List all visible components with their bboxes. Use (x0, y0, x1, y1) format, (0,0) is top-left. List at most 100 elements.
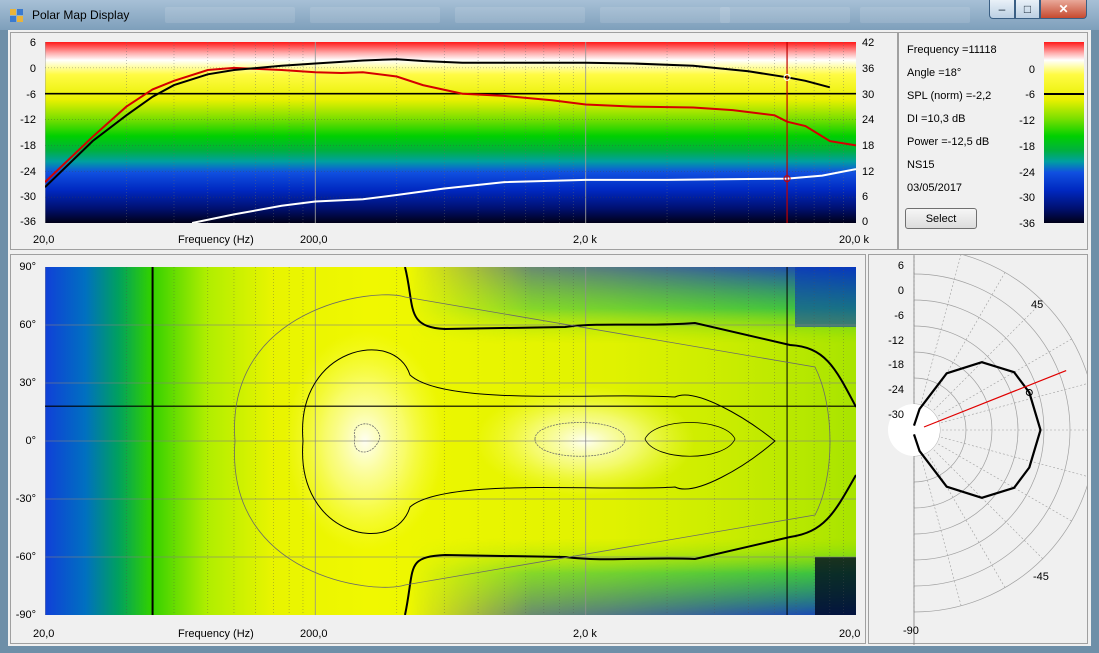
contour-line (404, 267, 856, 615)
taskbar-ghost (165, 7, 295, 23)
tick-label: 42 (862, 37, 875, 49)
contour-line (353, 422, 626, 457)
tick-label: 0 (897, 285, 904, 297)
scale-tick: -36 (1019, 218, 1035, 230)
tick-label: -6 (894, 310, 904, 322)
polar-center (888, 404, 940, 456)
taskbar-ghost (600, 7, 730, 23)
tick-label: -30° (15, 493, 36, 505)
maximize-button[interactable]: □ (1015, 0, 1040, 19)
spl-marker (1025, 389, 1033, 397)
tick-label: 200,0 (300, 628, 328, 640)
polar-map-heatmap[interactable] (45, 267, 856, 615)
scale-tick: -30 (1019, 192, 1035, 204)
window-title: Polar Map Display (32, 8, 130, 22)
tick-label: 60° (19, 319, 36, 331)
polar-spoke (913, 429, 1088, 477)
angle-label: -45 (1033, 571, 1049, 583)
contour-line (644, 422, 736, 457)
polar-spoke (913, 301, 1043, 431)
tick-label: -24 (20, 166, 36, 178)
tick-label: 20,0 (33, 628, 55, 640)
scale-tick: -6 (1025, 89, 1035, 101)
scale-tick: -18 (1019, 141, 1035, 153)
scale-tick: -12 (1019, 115, 1035, 127)
tick-label: 20,0 (839, 628, 861, 640)
tick-label: -30 (888, 409, 904, 421)
measurement-date: 03/05/2017 (907, 182, 963, 194)
polar-pattern-curve (912, 361, 1042, 499)
tick-label: -36 (20, 216, 36, 228)
power-readout: Power =-12,5 dB (907, 136, 990, 148)
spl-curve (45, 58, 831, 188)
tick-label: -60° (15, 551, 36, 563)
tick-label: -12 (888, 335, 904, 347)
tick-label: 12 (862, 166, 875, 178)
angle-cursor (923, 369, 1067, 428)
frequency-readout: Frequency =11118 (907, 44, 997, 56)
tick-label: -30 (20, 191, 36, 203)
di-curve (191, 168, 856, 223)
tick-label: 36 (862, 63, 875, 75)
tick-label: 20,0 (33, 234, 55, 246)
axis-title: Frequency (Hz) (178, 628, 254, 640)
frequency-response-chart[interactable] (45, 42, 856, 223)
select-button[interactable]: Select (905, 208, 977, 229)
app-icon (10, 9, 23, 22)
map-corner-shade (795, 267, 856, 327)
tick-label: 6 (897, 260, 904, 272)
axis-title: Frequency (Hz) (178, 234, 254, 246)
spl-colour-background (45, 42, 856, 223)
scale-tick: -24 (1019, 167, 1035, 179)
tick-label: 200,0 (300, 234, 328, 246)
taskbar-ghost (720, 7, 850, 23)
tick-label: -6 (26, 89, 36, 101)
di-readout: DI =10,3 dB (907, 113, 966, 125)
tick-label: 0 (29, 63, 36, 75)
polar-plot[interactable] (869, 255, 1088, 645)
tick-label: -12 (20, 114, 36, 126)
tick-label: 24 (862, 114, 875, 126)
polar-spoke (913, 272, 1006, 431)
tick-label: 0° (25, 435, 36, 447)
colour-scale-bar (1044, 42, 1084, 223)
tick-label: 20,0 k (839, 234, 869, 246)
contour-line (234, 294, 831, 588)
polar-spoke (913, 429, 1043, 559)
tick-label: 6 (29, 37, 36, 49)
tick-label: 2,0 k (573, 628, 597, 640)
spl-marker (783, 73, 791, 81)
tick-label: 18 (862, 140, 875, 152)
tick-label: -18 (888, 359, 904, 371)
scale-tick: 0 (1028, 64, 1035, 76)
di-marker (783, 175, 791, 183)
close-button[interactable]: ✕ (1040, 0, 1087, 19)
measurement-name: NS15 (907, 159, 935, 171)
polar-spoke (913, 429, 962, 606)
tick-label: -24 (888, 384, 904, 396)
angle-label: -90 (903, 625, 919, 637)
map-corner-shade (815, 557, 856, 615)
polar-spoke (913, 383, 1088, 431)
contour-line (302, 349, 776, 534)
tick-label: 30 (862, 89, 875, 101)
title-bar: Polar Map Display – □ ✕ (0, 0, 1099, 30)
power-curve (45, 66, 856, 183)
spl-readout: SPL (norm) =-2,2 (907, 90, 992, 102)
tick-label: 6 (862, 191, 869, 203)
minimize-button[interactable]: – (989, 0, 1015, 19)
tick-label: 2,0 k (573, 234, 597, 246)
angle-readout: Angle =18° (907, 67, 962, 79)
tick-label: -18 (20, 140, 36, 152)
polar-spoke (913, 255, 962, 431)
tick-label: 0 (862, 216, 869, 228)
polar-spoke (913, 429, 1006, 588)
taskbar-ghost (860, 7, 970, 23)
angle-label: 45 (1031, 299, 1044, 311)
polar-ring (913, 255, 1088, 613)
polar-ring (913, 325, 1019, 535)
tick-label: -90° (15, 609, 36, 621)
taskbar-ghost (310, 7, 440, 23)
tick-label: 30° (19, 377, 36, 389)
tick-label: 90° (19, 261, 36, 273)
